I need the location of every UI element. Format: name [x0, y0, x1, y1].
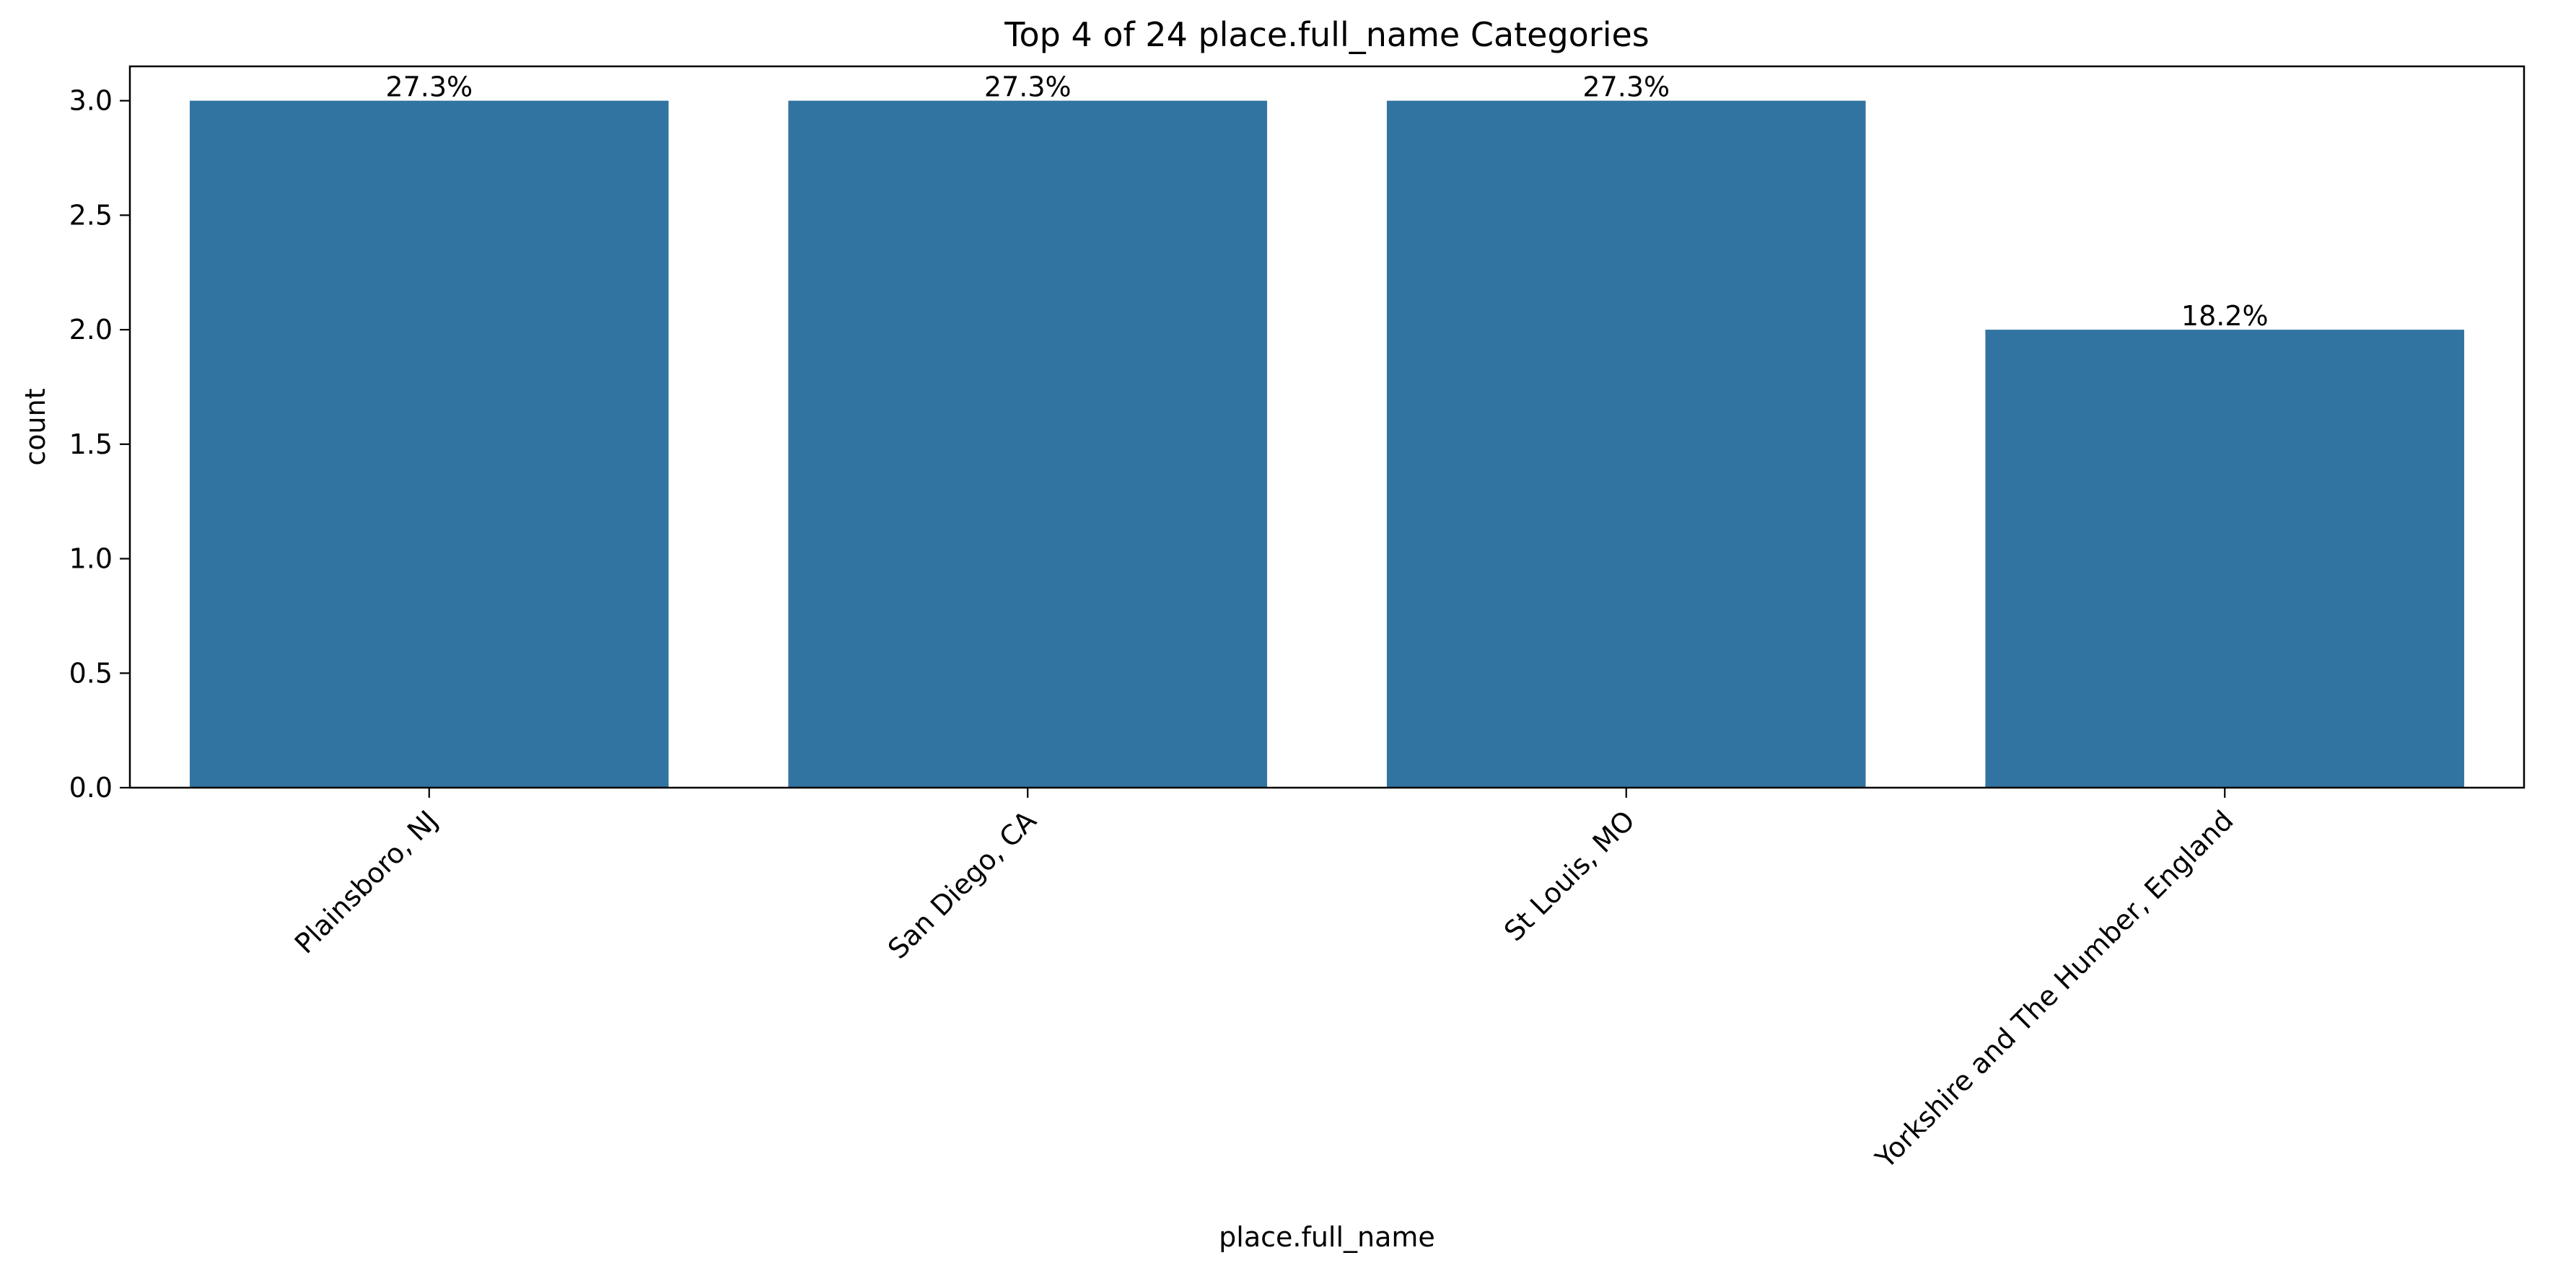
- bar-0: [189, 100, 669, 788]
- x-tick-label-0: Plainsboro, NJ: [289, 804, 444, 959]
- x-tick-label-2: St Louis, MO: [1498, 804, 1641, 947]
- bar-3: [1985, 330, 2465, 788]
- axes-layer: [128, 65, 2525, 789]
- y-tick-label-6: 3.0: [69, 85, 113, 117]
- y-axis-label: count: [19, 388, 51, 465]
- y-tick-label-5: 2.5: [69, 199, 113, 231]
- data-label-3: 18.2%: [2181, 300, 2269, 332]
- bar-2: [1386, 100, 1866, 788]
- y-ticks: 0.0 0.5 1.0 1.5 2.0 2.5 3.0: [69, 85, 130, 804]
- data-label-0: 27.3%: [385, 71, 473, 103]
- plot-frame: [128, 65, 2525, 789]
- x-ticks: Plainsboro, NJ San Diego, CA St Louis, MO Y…: [289, 788, 2240, 1175]
- data-label-2: 27.3%: [1582, 71, 1670, 103]
- y-tick-label-3: 1.5: [69, 428, 113, 460]
- bar-1: [788, 100, 1268, 788]
- x-tick-label-3: Yorkshire and The Humber, England: [1869, 804, 2240, 1175]
- y-tick-label-4: 2.0: [69, 314, 113, 346]
- bars-layer: [189, 100, 2465, 788]
- y-tick-label-1: 0.5: [69, 657, 113, 689]
- y-tick-label-2: 1.0: [69, 543, 113, 575]
- y-tick-label-0: 0.0: [69, 772, 113, 804]
- x-tick-label-1: San Diego, CA: [882, 804, 1043, 965]
- data-labels-layer: 27.3% 27.3% 27.3% 18.2%: [385, 71, 2268, 332]
- chart-title: Top 4 of 24 place.full_name Categories: [1004, 15, 1650, 54]
- x-axis-label: place.full_name: [1219, 1221, 1435, 1253]
- data-label-1: 27.3%: [984, 71, 1072, 103]
